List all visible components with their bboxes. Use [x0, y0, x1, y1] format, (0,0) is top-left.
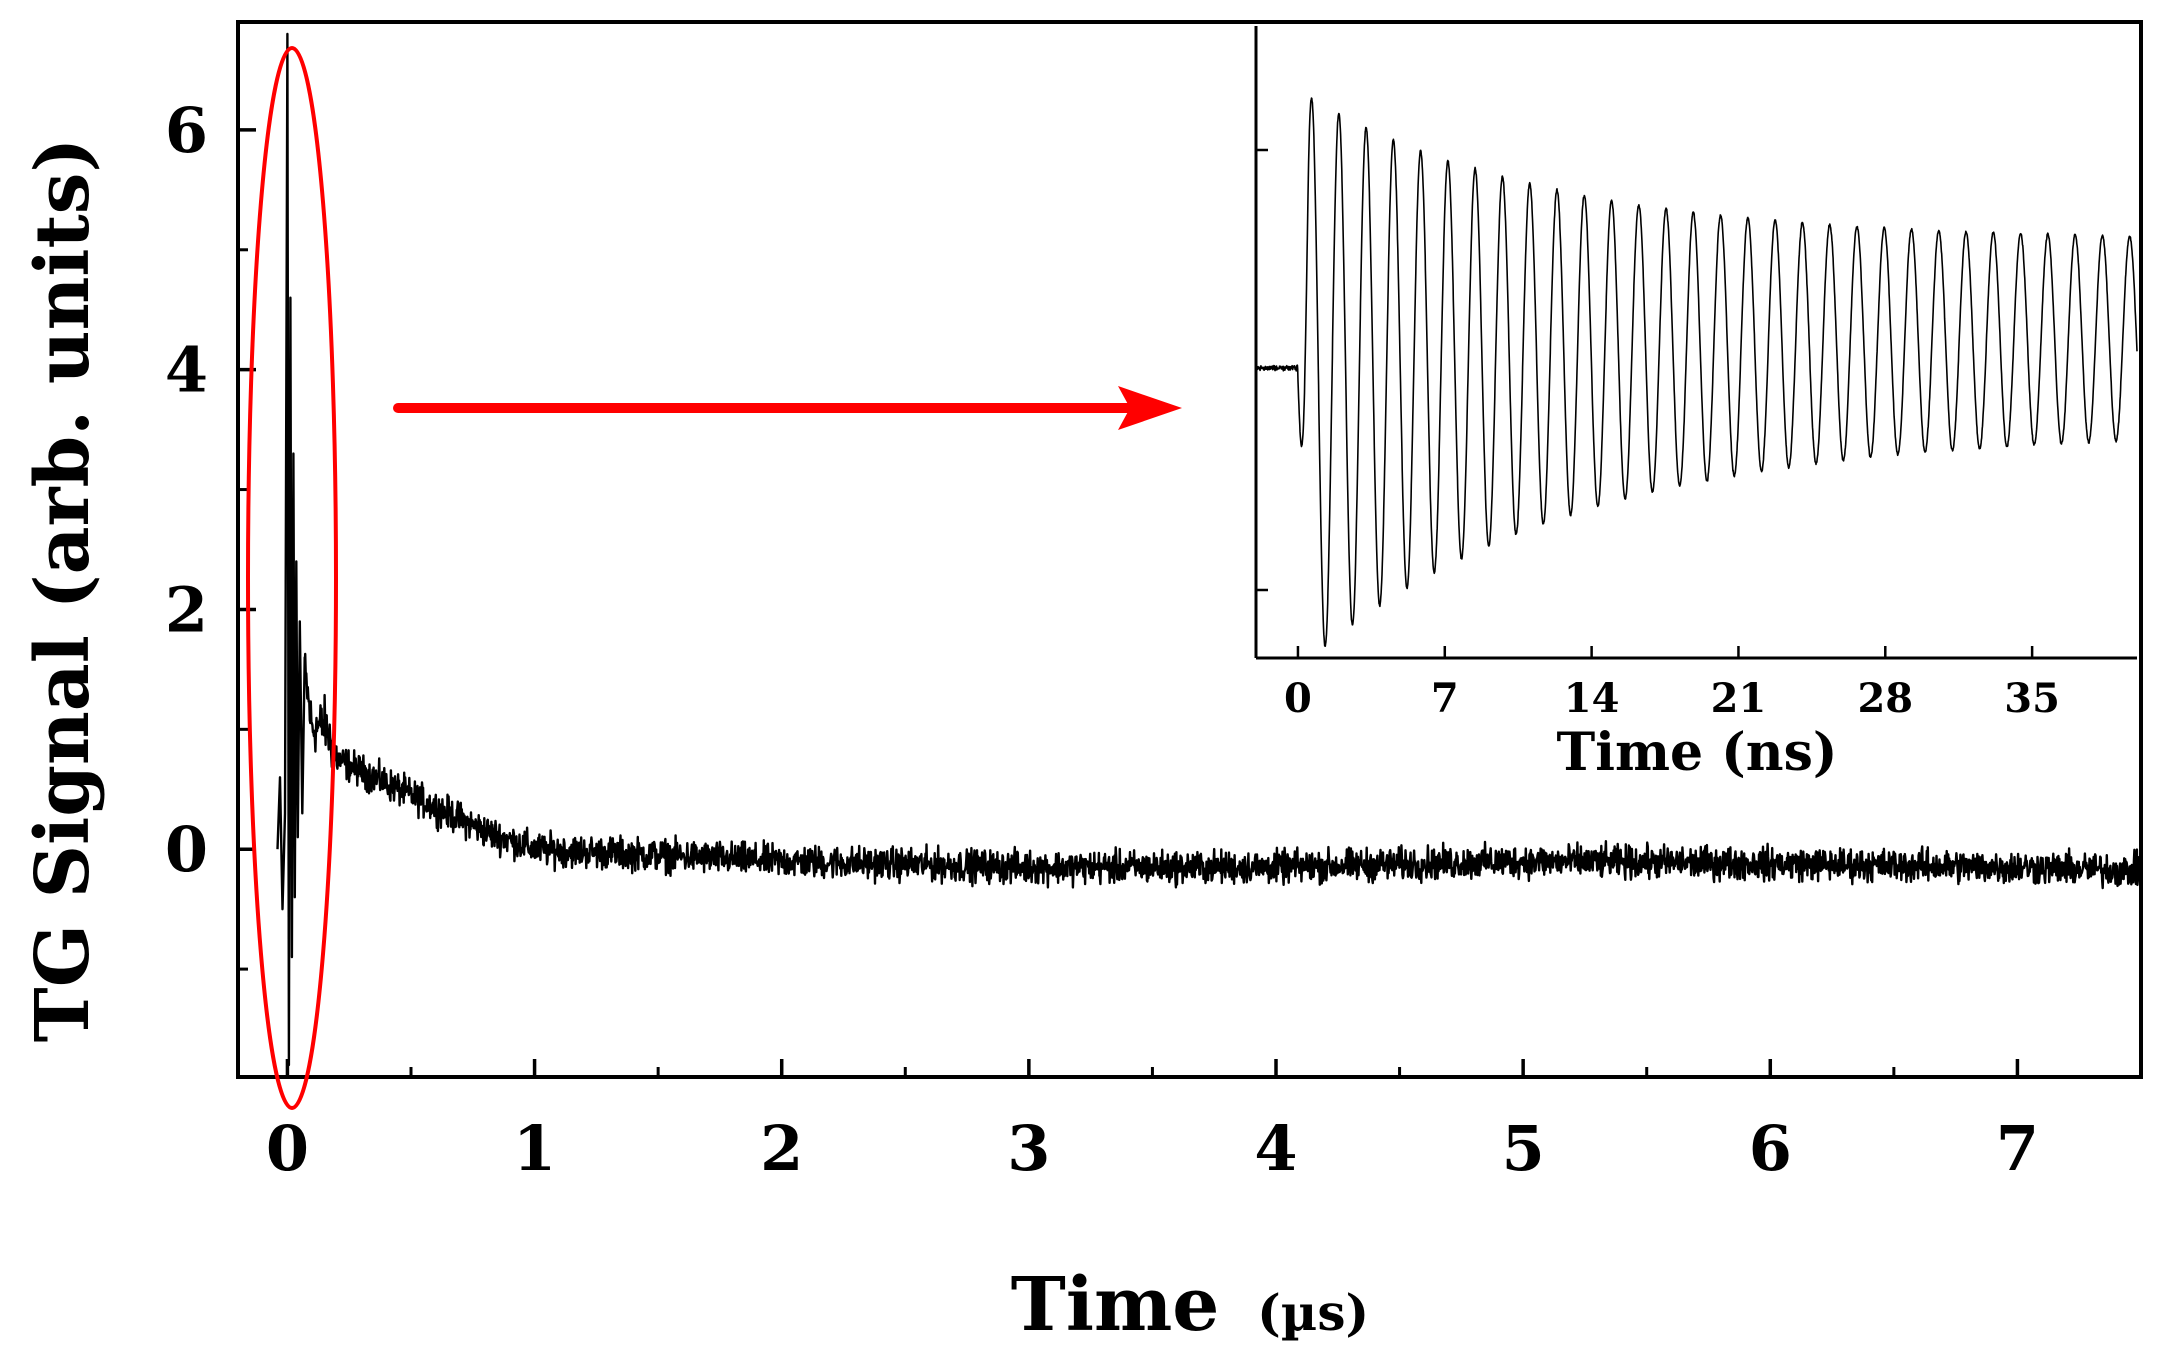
inset-y-ticks	[1256, 148, 1268, 592]
x-tick-label: 5	[1502, 1112, 1545, 1185]
inset-series-line	[1255, 97, 2138, 647]
inset-x-tick-label: 35	[2004, 675, 2060, 722]
main-x-axis: 0 1 2 3 4 5 6 7	[266, 1059, 2143, 1185]
y-tick-label: 0	[165, 813, 208, 886]
y-axis-label: TG Signal (arb. units)	[20, 138, 106, 1043]
inset-x-tick-label: 7	[1431, 675, 1459, 722]
x-axis-label-unit: (µs)	[1257, 1283, 1369, 1342]
zoom-arrow-head	[1118, 386, 1182, 430]
inset-plot: 0 7 14 21 28 35 Time (ns)	[1254, 26, 2138, 783]
y-tick-label: 6	[165, 94, 208, 167]
inset-background	[1256, 26, 2137, 658]
x-axis-label-text: Time	[1011, 1262, 1220, 1348]
main-y-axis: 0 2 4 6	[165, 94, 256, 971]
zoom-arrow	[393, 386, 1182, 430]
x-tick-label: 7	[1996, 1112, 2039, 1185]
x-tick-label: 4	[1254, 1112, 1297, 1185]
x-tick-label: 6	[1749, 1112, 1792, 1185]
main-plot: 0 1 2 3 4 5 6 7 0 2 4 6 TG Signal (arb. units) Tim…	[20, 20, 2143, 1348]
x-tick-label: 0	[266, 1112, 309, 1185]
x-tick-label: 2	[760, 1112, 803, 1185]
y-tick-label: 4	[165, 334, 208, 407]
highlight-ellipse	[246, 46, 338, 1110]
x-tick-label: 1	[513, 1112, 556, 1185]
inset-x-tick-label: 14	[1564, 675, 1620, 722]
main-series-line	[276, 32, 2143, 1067]
x-axis-label: Time (µs)	[1011, 1262, 1369, 1348]
main-plot-frame	[236, 20, 2143, 1079]
inset-x-axis-label: Time (ns)	[1557, 722, 1838, 783]
y-tick-label: 2	[165, 573, 208, 646]
inset-x-tick-label: 21	[1711, 675, 1767, 722]
inset-x-axis: 0 7 14 21 28 35	[1284, 646, 2060, 722]
inset-x-tick-label: 0	[1284, 675, 1312, 722]
inset-x-tick-label: 28	[1857, 675, 1913, 722]
x-tick-label: 3	[1007, 1112, 1050, 1185]
